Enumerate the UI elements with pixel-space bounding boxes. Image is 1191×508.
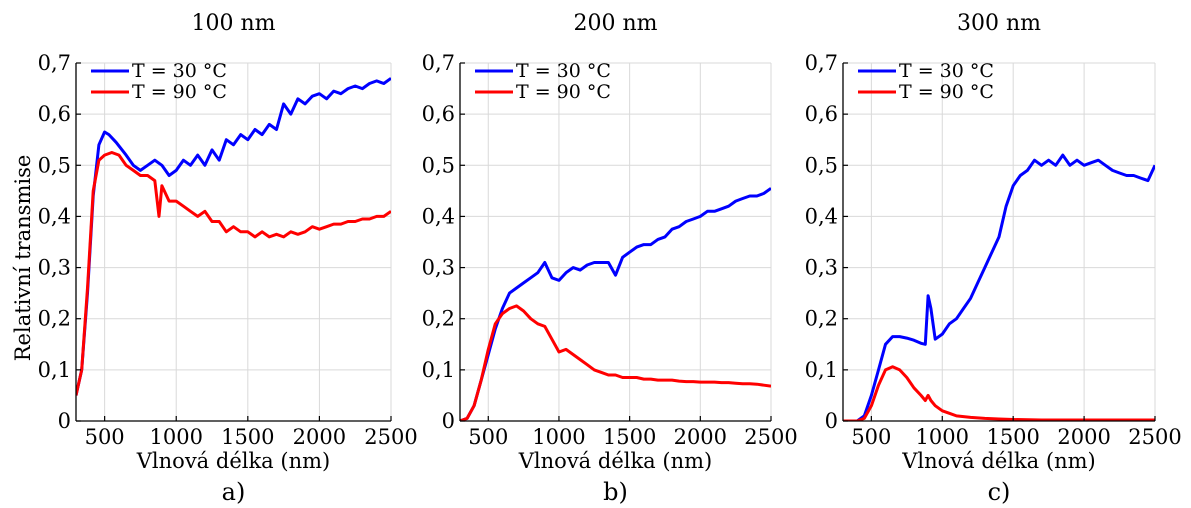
- x-tick-label: 1000: [532, 425, 585, 449]
- x-tick-label: 500: [85, 425, 125, 449]
- panel-label: a): [222, 478, 246, 506]
- y-tick-label: 0,5: [805, 153, 838, 177]
- x-axis-label: Vlnová délka (nm): [518, 449, 712, 473]
- panel-3: 500 1000 1500 2000 2500 0 0,1 0,2 0,3 0,4 0,5 0,6 0,…: [805, 11, 1182, 506]
- legend-label-1: T = 30 °C: [516, 60, 611, 82]
- x-tick-label: 2500: [744, 425, 797, 449]
- x-tick-label: 2000: [1057, 425, 1110, 449]
- y-tick-label: 0,3: [805, 256, 838, 280]
- y-tick-label: 0,1: [38, 358, 71, 382]
- series-line-2: [76, 151, 391, 396]
- y-tick-label: 0,2: [805, 307, 838, 331]
- y-tick-label: 0,3: [38, 256, 71, 280]
- panel-title: 100 nm: [191, 11, 275, 36]
- x-tick-label: 1500: [221, 425, 274, 449]
- x-tick-label: 500: [468, 425, 508, 449]
- x-tick-label: 2500: [364, 425, 417, 449]
- legend-label-1: T = 30 °C: [899, 60, 994, 82]
- legend-label-2: T = 90 °C: [132, 81, 227, 103]
- plot-area: [843, 63, 1155, 421]
- x-tick-label: 2000: [674, 425, 727, 449]
- panel-title: 200 nm: [573, 11, 657, 36]
- x-axis-label: Vlnová délka (nm): [136, 449, 330, 473]
- series-line-1: [460, 187, 771, 421]
- x-tick-label: 1500: [603, 425, 656, 449]
- y-tick-label: 0: [825, 409, 838, 433]
- y-tick-label: 0,5: [422, 153, 455, 177]
- panel-1: 500 1000 1500 2000 2500 0 0,1 0,2 0,3 0,4 0,5 0,6 0,…: [38, 11, 418, 506]
- series-line-2: [843, 365, 1155, 421]
- y-tick-label: 0,6: [38, 102, 71, 126]
- x-tick-label: 1500: [986, 425, 1039, 449]
- y-tick-label: 0,3: [422, 256, 455, 280]
- y-tick-label: 0,7: [38, 51, 71, 75]
- y-tick-label: 0: [58, 409, 71, 433]
- y-tick-label: 0,1: [422, 358, 455, 382]
- x-tick-label: 1000: [916, 425, 969, 449]
- x-axis-label: Vlnová délka (nm): [901, 449, 1095, 473]
- y-tick-label: 0,6: [805, 102, 838, 126]
- y-tick-label: 0,4: [38, 204, 71, 228]
- y-tick-label: 0,2: [422, 307, 455, 331]
- panel-label: c): [988, 478, 1011, 506]
- y-tick-label: 0,2: [38, 307, 71, 331]
- panel-label: b): [603, 478, 628, 506]
- y-tick-label: 0,5: [38, 153, 71, 177]
- y-axis-label: Relativní transmise: [11, 155, 35, 362]
- panel-title: 300 nm: [957, 11, 1041, 36]
- x-tick-label: 2000: [293, 425, 346, 449]
- y-tick-label: 0,7: [805, 51, 838, 75]
- plot-area: [76, 63, 391, 421]
- series-line-1: [843, 153, 1155, 421]
- y-tick-label: 0,4: [805, 204, 838, 228]
- x-tick-label: 1000: [150, 425, 203, 449]
- x-tick-label: 500: [851, 425, 891, 449]
- legend-label-1: T = 30 °C: [132, 60, 227, 82]
- y-tick-label: 0: [442, 409, 455, 433]
- legend-label-2: T = 90 °C: [516, 81, 611, 103]
- y-tick-label: 0,6: [422, 102, 455, 126]
- legend-label-2: T = 90 °C: [899, 81, 994, 103]
- series-line-1: [76, 77, 391, 396]
- plot-area: [460, 63, 771, 421]
- panel-2: 500 1000 1500 2000 2500 0 0,1 0,2 0,3 0,4 0,5 0,6 0,…: [422, 11, 798, 506]
- y-tick-label: 0,1: [805, 358, 838, 382]
- series-line-2: [460, 304, 771, 421]
- x-tick-label: 2500: [1128, 425, 1181, 449]
- y-tick-label: 0,7: [422, 51, 455, 75]
- y-tick-label: 0,4: [422, 204, 455, 228]
